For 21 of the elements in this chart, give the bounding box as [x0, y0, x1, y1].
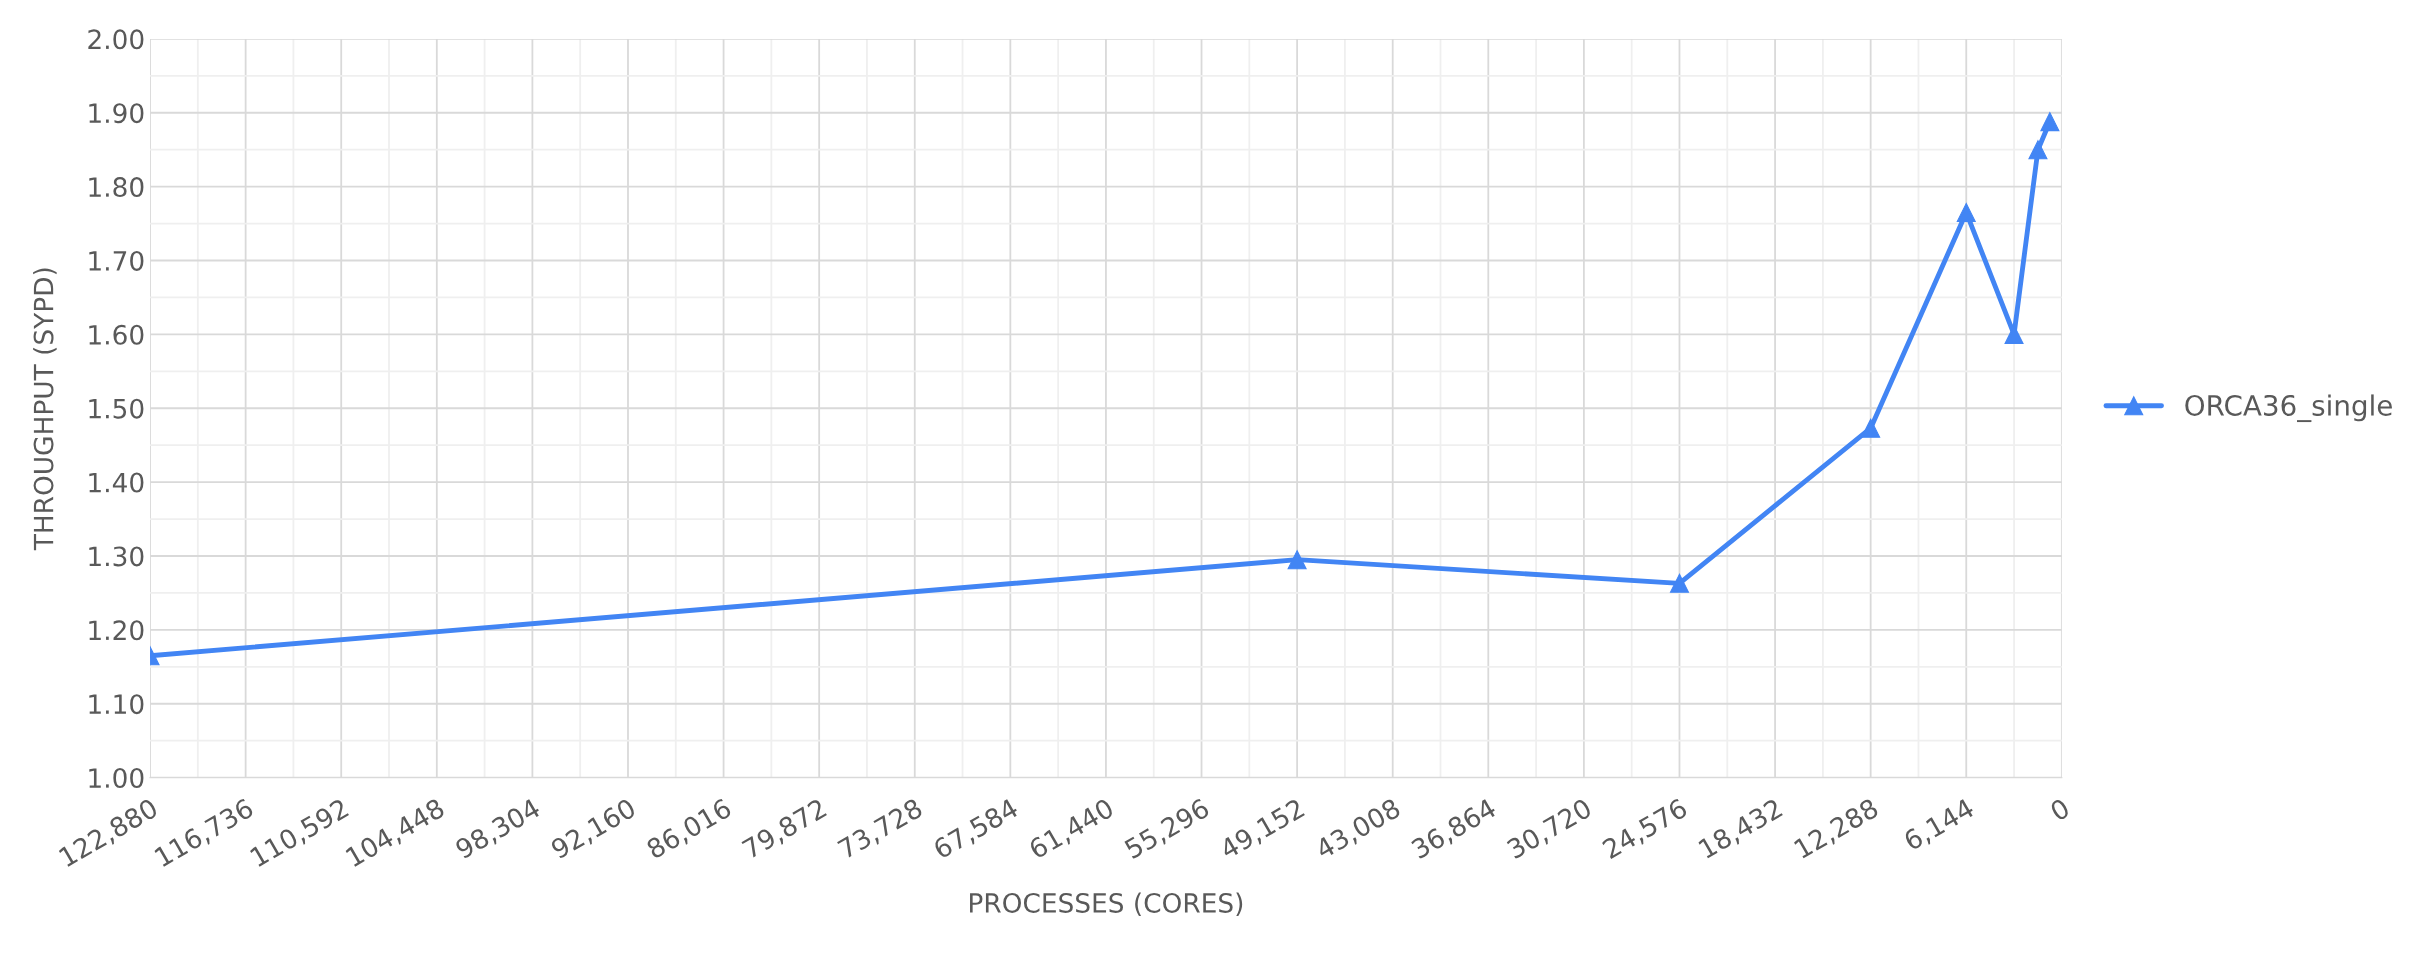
y-tick-label: 1.30: [89, 546, 144, 567]
x-tick-label: 0: [2049, 797, 2071, 822]
y-tick-label: 1.50: [89, 398, 144, 419]
y-tick-label: 1.80: [89, 177, 144, 198]
point: [1956, 202, 1976, 223]
y-tick-label: 1.00: [89, 768, 144, 788]
y-tick-label: 2.00: [88, 29, 144, 50]
point: [2040, 112, 2060, 132]
y-axis-title: THROUGHPUT (SYPD): [33, 268, 57, 551]
x-axis-title: PROCESSES (CORES): [970, 892, 1243, 917]
point: [1861, 418, 1881, 438]
y-tick-label: 1.20: [89, 620, 144, 641]
point: [1669, 573, 1690, 593]
y-tick-label: 1.40: [89, 472, 144, 493]
y-tick-label: 1.60: [89, 324, 144, 345]
y-tick-label: 1.70: [89, 250, 144, 271]
y-tick-label: 1.10: [89, 694, 144, 715]
legend-label: ORCA36_single: [2185, 394, 2392, 423]
point: [2028, 140, 2048, 160]
y-tick-label: 1.90: [89, 103, 144, 124]
point: [1287, 550, 1307, 570]
